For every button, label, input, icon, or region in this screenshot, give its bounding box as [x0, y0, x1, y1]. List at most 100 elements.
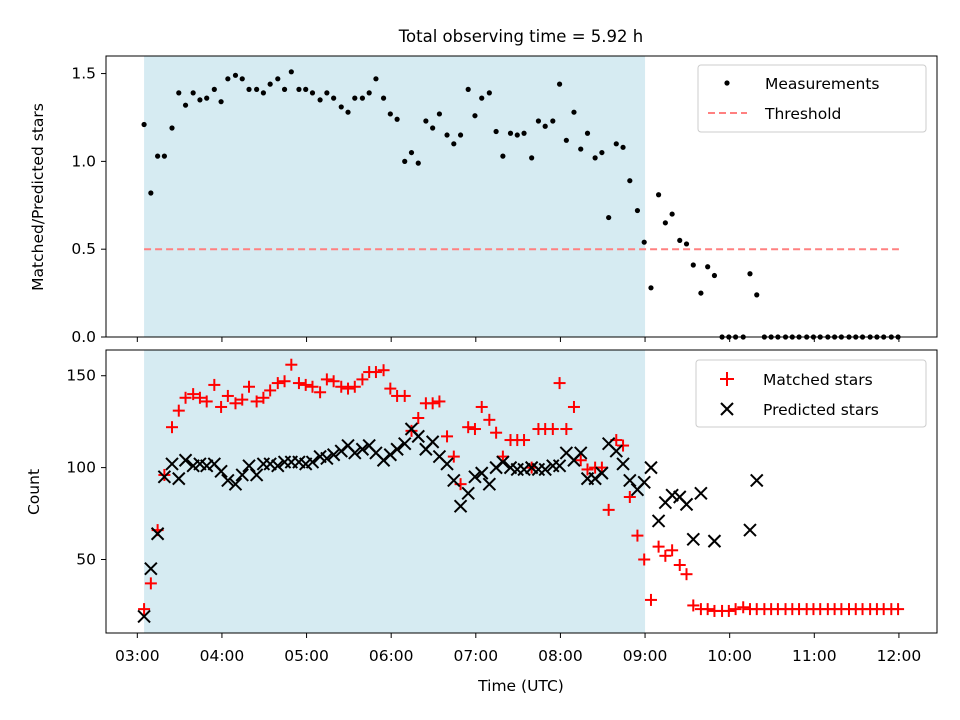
measurement-point [169, 125, 175, 131]
predicted-star-point [249, 468, 264, 482]
measurement-point [556, 81, 563, 87]
matched-star-point [623, 491, 636, 504]
measurement-point [529, 155, 535, 161]
matched-star-point [638, 553, 651, 566]
measurement-point [345, 109, 351, 115]
predicted-star-point [228, 477, 243, 491]
matched-star-point [257, 391, 270, 404]
measurement-point [309, 90, 316, 96]
measurement-point [387, 111, 393, 117]
matched-star-point [292, 377, 305, 390]
measurement-point [352, 95, 358, 101]
top-axes-frame [105, 55, 938, 338]
measurement-point [359, 95, 366, 101]
legend-measurements-label: Measurements [765, 75, 880, 93]
predicted-star-point [326, 448, 341, 462]
bottom-axes-frame [105, 349, 938, 634]
predicted-star-point [320, 451, 334, 466]
top-shaded-region [144, 56, 646, 337]
matched-star-point [236, 393, 249, 406]
matched-star-point [475, 400, 488, 413]
measurement-point [211, 86, 217, 92]
matched-star-point [193, 391, 206, 404]
predicted-star-point [390, 442, 404, 456]
predicted-star-point [475, 466, 489, 480]
predicted-star-point [517, 462, 531, 477]
matched-star-point [158, 468, 171, 481]
predicted-star-point [263, 457, 277, 471]
predicted-star-point [172, 471, 186, 486]
predicted-star-point [644, 460, 658, 475]
matched-star-point [722, 604, 735, 617]
matched-star-point [729, 603, 742, 616]
matched-star-point [250, 395, 263, 408]
top-x-ticks [136, 337, 900, 342]
matched-star-point [631, 529, 644, 542]
matched-star-point [441, 430, 454, 443]
matched-star-point [377, 364, 390, 377]
figure-title: Total observing time = 5.92 h [398, 27, 643, 46]
predicted-star-point [468, 470, 482, 484]
predicted-star-point [679, 497, 694, 512]
matched-star-point [426, 397, 439, 410]
predicted-star-point [496, 455, 510, 469]
predicted-star-point [651, 514, 666, 528]
measurement-point [683, 241, 690, 247]
y-tick-label: 1.5 [71, 65, 96, 83]
matched-star-point [659, 549, 672, 562]
y-tick-label: 150 [66, 367, 96, 385]
measurement-point [380, 95, 387, 101]
predicted-star-point [178, 453, 193, 467]
bottom-panel: 50 100 150 03:00 04:00 05:00 06:00 07:00 08:00 0… [25, 349, 938, 695]
matched-star-point [348, 380, 361, 393]
predicted-star-point [440, 457, 454, 471]
measurement-point [584, 130, 591, 136]
predicted-star-point [595, 466, 609, 480]
predicted-star-point [398, 437, 412, 451]
matched-star-point [483, 413, 496, 426]
predicted-star-point [637, 475, 651, 490]
matched-star-point [138, 603, 151, 616]
measurement-point [408, 149, 415, 156]
measurement-point [402, 158, 408, 164]
predicted-star-point [665, 488, 679, 502]
measurement-point [394, 116, 400, 122]
measurement-point [373, 76, 379, 82]
predicted-star-point [609, 444, 623, 458]
matched-star-point [892, 603, 905, 616]
measurement-point [606, 214, 612, 221]
matched-star-point [172, 404, 185, 417]
matched-star-point [179, 391, 192, 404]
measurement-point [423, 118, 429, 124]
top-y-ticks: 0.0 0.5 1.0 1.5 [71, 65, 106, 346]
matched-star-point [595, 461, 608, 474]
bottom-y-ticks: 50 100 150 [66, 367, 106, 568]
y-tick-label: 50 [76, 550, 96, 568]
measurement-point [472, 113, 478, 119]
measurement-point [690, 262, 696, 268]
top-legend: Measurements Threshold [697, 64, 927, 133]
measurement-point [705, 264, 711, 270]
y-tick-label: 100 [66, 459, 96, 477]
top-legend-box [697, 64, 927, 133]
matched-star-point [405, 424, 418, 437]
matched-star-point [398, 389, 411, 402]
x-tick-label: 09:00 [623, 647, 668, 665]
matched-star-point [617, 439, 630, 452]
measurement-point [303, 86, 309, 92]
predicted-star-point [425, 435, 440, 449]
matched-star-point [553, 377, 566, 390]
x-tick-label: 11:00 [792, 647, 837, 665]
bottom-legend: Matched stars Predicted stars [695, 359, 927, 428]
measurement-point [669, 211, 675, 217]
predicted-star-point [214, 464, 228, 478]
measurement-point [634, 207, 641, 214]
bottom-x-ticks: 03:00 04:00 05:00 06:00 07:00 08:00 09:00 10:00… [115, 633, 921, 665]
predicted-star-point [235, 468, 249, 482]
measurement-point [613, 141, 619, 147]
measurement-point [366, 90, 372, 96]
matched-star-point [208, 378, 221, 391]
matched-star-point [285, 358, 298, 371]
matched-star-point [680, 568, 693, 581]
predicted-star-point [411, 429, 425, 444]
